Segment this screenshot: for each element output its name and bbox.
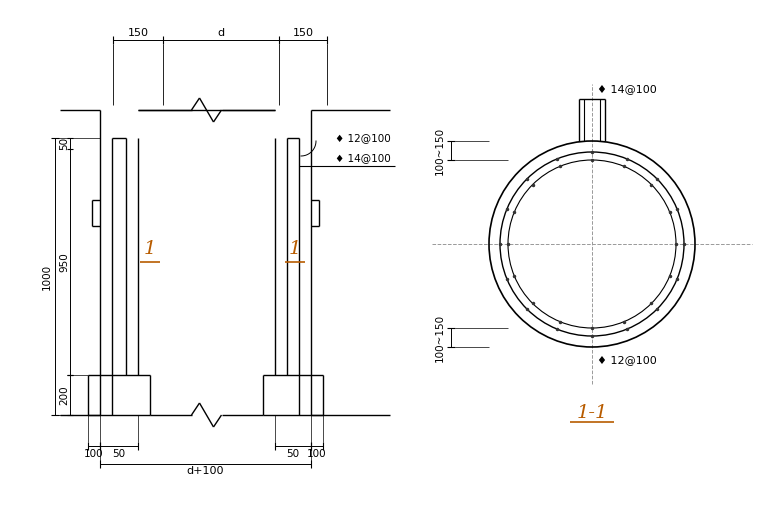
Text: 50: 50 bbox=[59, 137, 69, 150]
Text: 150: 150 bbox=[128, 28, 148, 38]
Text: 50: 50 bbox=[287, 449, 299, 459]
Text: d: d bbox=[217, 28, 224, 38]
Text: 200: 200 bbox=[59, 385, 69, 405]
Text: 100~150: 100~150 bbox=[435, 126, 445, 175]
Text: 950: 950 bbox=[59, 252, 69, 272]
Text: 100: 100 bbox=[307, 449, 327, 459]
Text: 100: 100 bbox=[84, 449, 104, 459]
Text: d+100: d+100 bbox=[187, 466, 224, 476]
Text: ♦ 14@100: ♦ 14@100 bbox=[335, 153, 391, 163]
Text: ♦ 14@100: ♦ 14@100 bbox=[597, 84, 657, 94]
Text: 100~150: 100~150 bbox=[435, 314, 445, 361]
Text: 1-1: 1-1 bbox=[576, 404, 608, 422]
Text: ♦ 12@100: ♦ 12@100 bbox=[335, 133, 391, 143]
Text: 1: 1 bbox=[289, 240, 301, 258]
Text: 1: 1 bbox=[144, 240, 157, 258]
Text: 50: 50 bbox=[112, 449, 125, 459]
Text: 1000: 1000 bbox=[42, 264, 52, 290]
Text: ♦ 12@100: ♦ 12@100 bbox=[597, 355, 657, 365]
Text: 150: 150 bbox=[293, 28, 313, 38]
